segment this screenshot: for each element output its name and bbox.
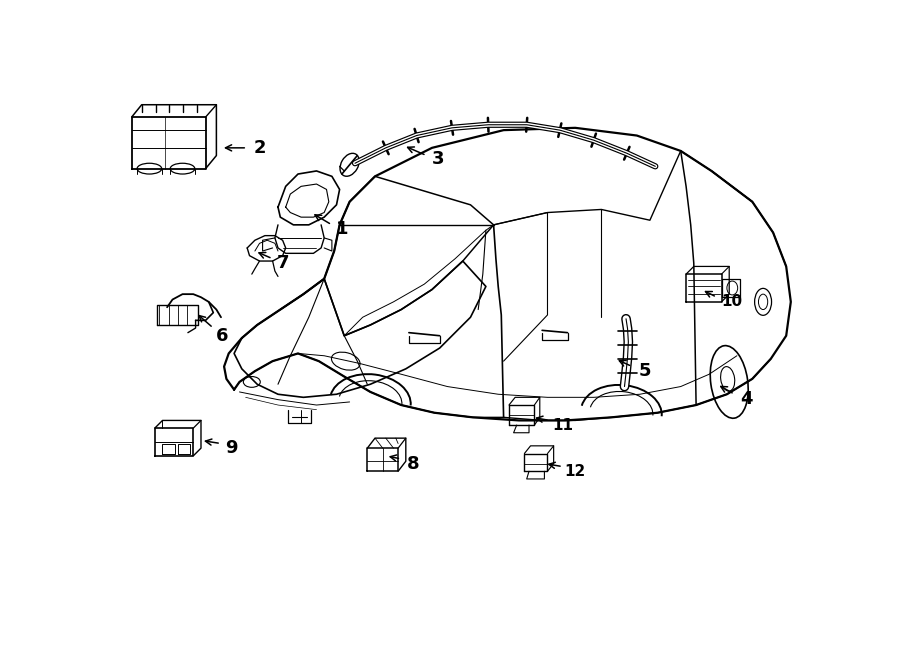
Text: 8: 8 xyxy=(407,455,419,473)
Ellipse shape xyxy=(137,163,162,174)
Ellipse shape xyxy=(754,288,771,315)
Text: 3: 3 xyxy=(432,149,445,168)
Ellipse shape xyxy=(710,346,748,418)
Text: 11: 11 xyxy=(553,418,573,432)
Text: 2: 2 xyxy=(253,139,266,157)
Text: 4: 4 xyxy=(740,390,752,408)
Text: 6: 6 xyxy=(216,327,229,345)
Ellipse shape xyxy=(721,367,734,391)
Text: 12: 12 xyxy=(564,464,586,479)
Ellipse shape xyxy=(243,377,260,387)
Text: 10: 10 xyxy=(722,294,742,309)
Text: 7: 7 xyxy=(276,254,289,272)
Text: 5: 5 xyxy=(638,362,651,380)
Ellipse shape xyxy=(340,153,359,176)
Text: 9: 9 xyxy=(226,439,238,457)
Ellipse shape xyxy=(727,281,738,295)
Ellipse shape xyxy=(331,352,360,370)
Text: 1: 1 xyxy=(337,221,349,239)
Ellipse shape xyxy=(170,163,194,174)
Ellipse shape xyxy=(759,294,768,309)
